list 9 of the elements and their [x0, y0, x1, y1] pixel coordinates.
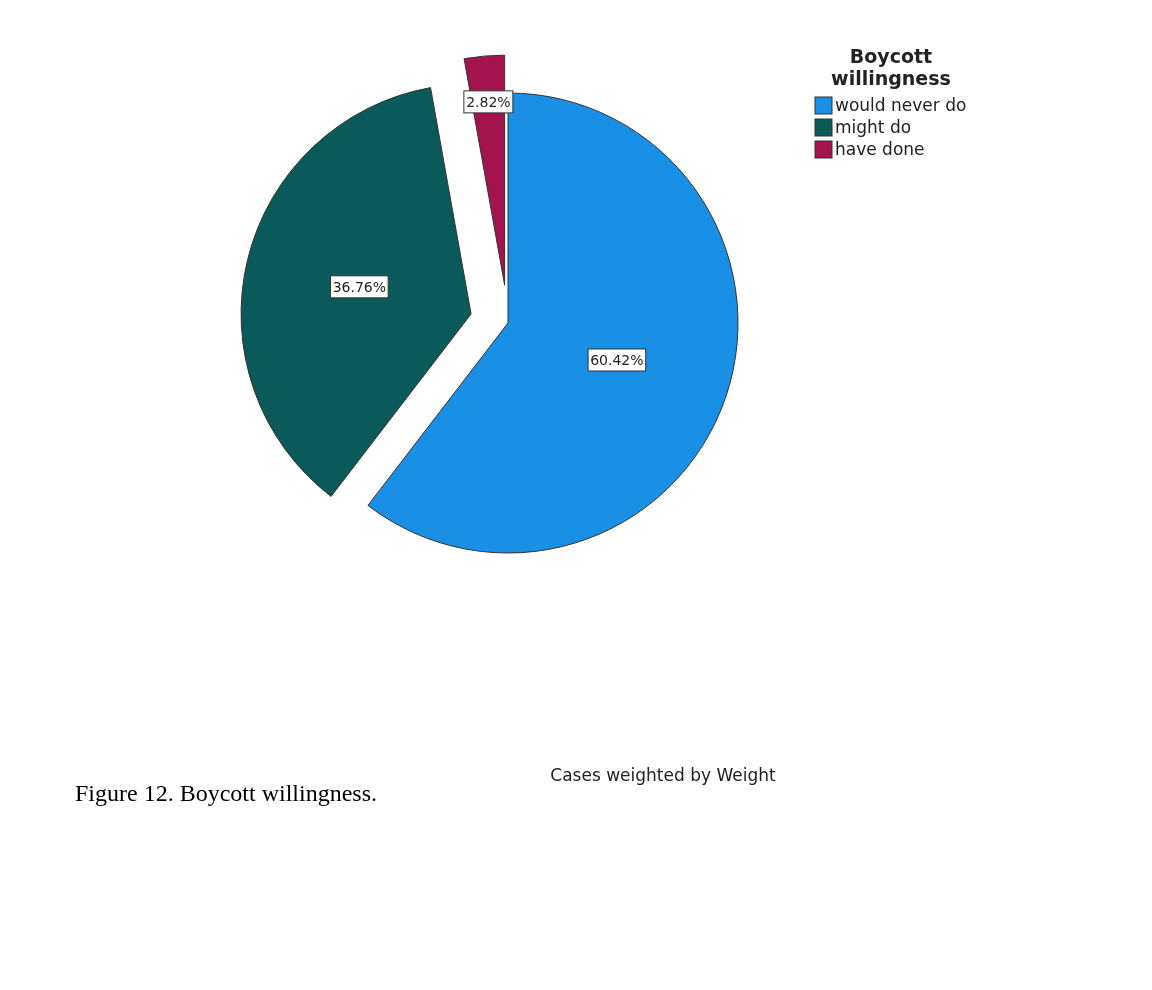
legend-title: Boycott willingness	[831, 45, 951, 89]
data-label: 36.76%	[332, 278, 387, 295]
text: Cases weighted by Weight	[550, 765, 776, 785]
legend-label: would never do	[835, 95, 967, 115]
legend-label: have done	[835, 139, 925, 159]
caption: Figure 12. Boycott willingness.	[75, 780, 377, 806]
legend-label: might do	[835, 117, 912, 137]
data-label: 60.42%	[590, 351, 644, 368]
data-label: 2.82%	[466, 93, 511, 110]
